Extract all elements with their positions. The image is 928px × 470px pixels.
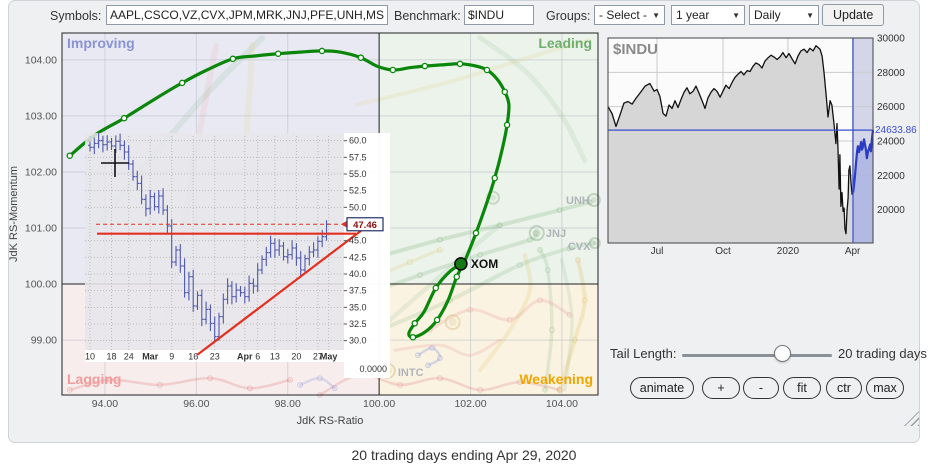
rrg-y-axis-title: JdK RS-Momentum (8, 166, 20, 262)
update-button[interactable]: Update (822, 4, 885, 26)
groups-select-value: - Select - (599, 8, 648, 22)
app-panel (8, 0, 920, 443)
tail-length-slider-track[interactable] (682, 354, 832, 357)
animate-button[interactable]: animate (630, 377, 694, 399)
benchmark-label: Benchmark: (394, 9, 461, 23)
tail-length-value: 20 trading days (838, 346, 927, 361)
benchmark-input[interactable] (464, 5, 534, 25)
zoom-in-button[interactable]: + (702, 377, 740, 399)
period-select-value: Daily (754, 8, 781, 22)
tail-length-slider-thumb[interactable] (774, 345, 791, 362)
range-select[interactable]: 1 year ▼ (671, 5, 745, 25)
quadrant-label-leading: Leading (538, 35, 592, 51)
period-select[interactable]: Daily ▼ (749, 5, 819, 25)
chevron-down-icon: ▼ (732, 10, 740, 20)
quadrant-label-weakening: Weakening (519, 371, 593, 387)
symbols-input[interactable] (106, 5, 388, 25)
center-button[interactable]: ctr (826, 377, 862, 399)
fit-button[interactable]: fit (783, 377, 821, 399)
groups-select[interactable]: - Select - ▼ (594, 5, 665, 25)
rrg-x-axis-title: JdK RS-Ratio (296, 415, 364, 427)
quadrant-label-improving: Improving (67, 35, 135, 51)
chevron-down-icon: ▼ (806, 10, 814, 20)
groups-label: Groups: (546, 9, 591, 23)
tail-length-label: Tail Length: (610, 346, 677, 361)
symbols-label: Symbols: (50, 9, 102, 23)
chevron-down-icon: ▼ (652, 10, 660, 20)
quadrant-label-lagging: Lagging (67, 371, 122, 387)
max-button[interactable]: max (866, 377, 904, 399)
range-select-value: 1 year (676, 8, 710, 22)
zoom-out-button[interactable]: - (743, 377, 779, 399)
footer-caption: 20 trading days ending Apr 29, 2020 (351, 447, 577, 463)
